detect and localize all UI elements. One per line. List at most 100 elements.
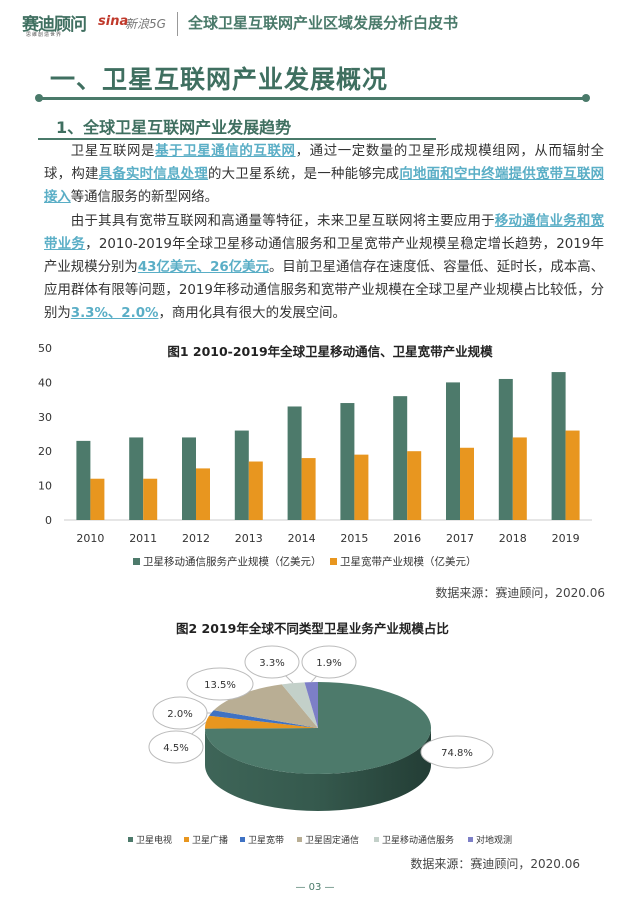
paragraph-text: 卫星互联网是 xyxy=(70,144,156,159)
document-title: 全球卫星互联网产业区域发展分析白皮书 xyxy=(188,14,459,32)
legend-label: 卫星移动通信服务 xyxy=(382,834,454,846)
highlighted-text: 具备实时信息处理 xyxy=(98,167,208,182)
callout-bubble xyxy=(152,696,208,730)
bar-broadband-2019 xyxy=(565,430,580,520)
legend-label: 卫星宽带产业规模（亿美元） xyxy=(340,555,477,568)
pie-slice-4 xyxy=(281,682,318,728)
x-tick-label: 2014 xyxy=(288,532,316,545)
bar-broadband-2018 xyxy=(512,437,527,520)
y-tick-label: 30 xyxy=(38,411,52,424)
legend-swatch xyxy=(297,837,302,842)
x-tick-label: 2010 xyxy=(76,532,104,545)
paragraph-text: ，通过一定数量的卫星形成规模组网，从而辐射全球，构建 xyxy=(44,144,605,182)
highlighted-text: 3.3%、2.0% xyxy=(70,306,159,321)
legend-label: 卫星电视 xyxy=(136,834,172,846)
bar-broadband-2017 xyxy=(460,447,474,520)
x-tick-label: 2019 xyxy=(552,532,580,545)
bar-broadband-2010 xyxy=(90,478,105,520)
paragraph-1: 卫星互联网是基于卫星通信的互联网，通过一定数量的卫星形成规模组网，从而辐射全球，… xyxy=(44,140,604,209)
bar-mobile-2010 xyxy=(76,440,91,520)
callout-bubble xyxy=(420,735,494,769)
pie-slice-1 xyxy=(205,715,318,729)
ccid-logo-subtitle: 思維創造世界 xyxy=(26,32,63,38)
bar-broadband-2013 xyxy=(248,461,263,520)
bar-chart-source: 数据来源：赛迪顾问，2020.06 xyxy=(435,586,605,600)
legend-swatch xyxy=(184,837,189,842)
legend-label: 对地观测 xyxy=(476,834,512,846)
bar-broadband-2016 xyxy=(407,451,422,520)
legend-swatch xyxy=(133,558,140,565)
subheading-rule xyxy=(38,138,436,140)
callout-bubble xyxy=(186,667,254,701)
legend-swatch xyxy=(240,837,245,842)
paragraph-2: 由于其具有宽带互联网和高通量等特征，未来卫星互联网将主要应用于移动通信业务和宽带… xyxy=(44,210,604,325)
callout-bubble xyxy=(301,645,357,679)
legend-swatch xyxy=(330,558,337,565)
legend-label: 卫星宽带 xyxy=(248,834,284,846)
bar-mobile-2011 xyxy=(129,437,144,520)
bar-mobile-2013 xyxy=(234,430,249,520)
y-tick-label: 0 xyxy=(45,514,52,527)
callout-bubble xyxy=(148,730,204,764)
bar-mobile-2012 xyxy=(182,437,196,520)
sina-logo: sina xyxy=(98,14,129,29)
legend-swatch xyxy=(128,837,133,842)
data-label: 74.8% xyxy=(441,748,473,759)
legend-label: 卫星移动通信服务产业规模（亿美元） xyxy=(143,555,322,568)
section-heading: 一、卫星互联网产业发展概况 xyxy=(50,65,389,94)
bar-mobile-2014 xyxy=(287,406,302,520)
x-tick-label: 2016 xyxy=(393,532,421,545)
pie-slice-5 xyxy=(304,682,318,728)
x-tick-label: 2017 xyxy=(446,532,474,545)
x-tick-label: 2018 xyxy=(499,532,527,545)
pie-slice-0 xyxy=(205,682,432,774)
bar-mobile-2015 xyxy=(340,403,355,520)
y-tick-label: 40 xyxy=(38,376,52,389)
paragraph-text: 的大卫星系统，是一种能够完成 xyxy=(208,167,400,182)
subsection-heading: 1、全球卫星互联网产业发展趋势 xyxy=(56,118,292,137)
heading-rule xyxy=(38,97,586,100)
paragraph-text: ，2010-2019年全球卫星移动通信服务和卫星宽带产业规模呈稳定增长趋势，20… xyxy=(44,237,604,275)
legend-label: 卫星固定通信 xyxy=(305,834,359,846)
y-tick-label: 10 xyxy=(38,480,52,493)
bar-mobile-2019 xyxy=(551,372,566,520)
data-label: 4.5% xyxy=(163,743,188,754)
data-label: 13.5% xyxy=(204,680,236,691)
header-divider xyxy=(177,12,178,36)
bar-broadband-2011 xyxy=(143,478,158,520)
paragraph-text: 由于其具有宽带互联网和高通量等特征，未来卫星互联网将主要应用于 xyxy=(70,214,495,229)
paragraph-text: 等通信服务的新型网络。 xyxy=(70,190,219,205)
pie-chart-title: 图2 2019年全球不同类型卫星业务产业规模占比 xyxy=(176,621,449,636)
rule-dot xyxy=(582,94,590,102)
pie-chart-source: 数据来源：赛迪顾问，2020.06 xyxy=(410,857,580,871)
bar-broadband-2012 xyxy=(196,468,210,520)
rule-dot xyxy=(35,94,43,102)
bar-mobile-2017 xyxy=(446,382,460,520)
bar-chart: 0 10 20 30 40 50 2010 2011 2012 2013 2014 2015 2016 2… xyxy=(38,342,592,568)
data-label: 2.0% xyxy=(167,709,192,720)
y-tick-label: 20 xyxy=(38,445,52,458)
legend-swatch xyxy=(468,837,473,842)
callout-bubble xyxy=(244,645,300,679)
pie-chart: 74.8% 4.5% 2.0% 13.5% 3.3% 1.9% 卫星电视 卫星广播 卫星宽带 卫星… xyxy=(128,645,512,846)
x-tick-label: 2015 xyxy=(340,532,368,545)
x-tick-label: 2012 xyxy=(182,532,210,545)
highlighted-text: 移动通信业务和宽带业务 xyxy=(44,214,605,252)
paragraph-text: ，商用化具有很大的发展空间。 xyxy=(158,306,346,321)
highlighted-text: 向地面和空中终端提供宽带互联网接入 xyxy=(44,167,605,205)
page-number-text: 03 xyxy=(308,882,322,893)
highlighted-text: 43亿美元、26亿美元 xyxy=(137,260,269,275)
bar-mobile-2018 xyxy=(498,378,513,520)
bar-broadband-2014 xyxy=(301,458,316,520)
legend-label: 卫星广播 xyxy=(192,834,228,846)
paragraph-text: 。目前卫星通信存在速度低、容量低、延时长，成本高、应用群体有限等问题，2019年… xyxy=(44,260,605,321)
highlighted-text: 基于卫星通信的互联网 xyxy=(155,144,296,159)
pie-side xyxy=(205,728,431,811)
x-tick-label: 2013 xyxy=(235,532,263,545)
y-tick-label: 50 xyxy=(38,342,52,355)
pie-slice-2 xyxy=(209,710,318,728)
data-label: 3.3% xyxy=(259,658,284,669)
bar-chart-title: 图1 2010-2019年全球卫星移动通信、卫星宽带产业规模 xyxy=(167,344,493,359)
bar-broadband-2015 xyxy=(354,454,369,520)
